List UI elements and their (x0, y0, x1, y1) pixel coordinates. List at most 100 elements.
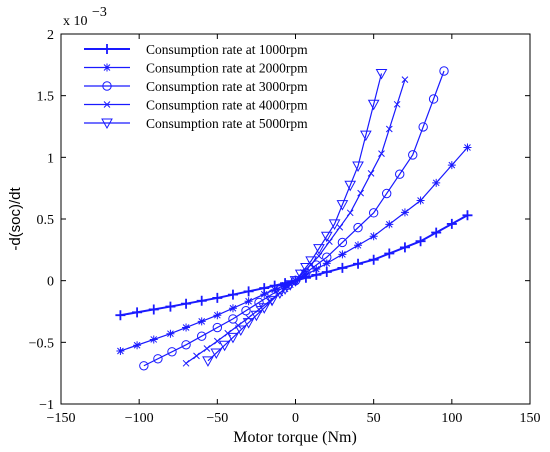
data-point-2000rpm (354, 241, 363, 250)
data-point-5000rpm (234, 325, 247, 337)
x-tick-label: −150 (47, 411, 76, 426)
data-point-1000rpm (243, 286, 254, 297)
data-point-1000rpm (384, 248, 395, 259)
data-point-1000rpm (196, 295, 207, 306)
data-point-4000rpm (315, 252, 323, 260)
data-point-2000rpm (270, 285, 279, 294)
data-point-3000rpm (139, 361, 149, 371)
data-point-3000rpm (395, 169, 405, 179)
data-point-5000rpm (227, 332, 239, 344)
data-point-5000rpm (289, 276, 302, 287)
y-tick-label: 2 (47, 28, 54, 43)
data-point-5000rpm (375, 68, 388, 80)
y-exponent-power: −3 (92, 5, 107, 20)
data-point-3000rpm (337, 237, 348, 248)
data-point-3000rpm (181, 340, 191, 350)
data-point-2000rpm (133, 341, 142, 350)
data-point-2000rpm (116, 346, 125, 355)
data-point-2000rpm (322, 259, 331, 268)
data-point-2000rpm (166, 329, 175, 338)
data-point-1000rpm (431, 227, 442, 238)
series-2000rpm (116, 143, 472, 355)
legend-entry-4000rpm: Consumption rate at 4000rpm (84, 98, 308, 113)
data-point-4000rpm (385, 125, 393, 133)
legend-entry-1000rpm: Consumption rate at 1000rpm (84, 42, 308, 57)
data-point-4000rpm (401, 76, 409, 83)
data-point-2000rpm (338, 250, 347, 259)
data-point-2000rpm (400, 208, 409, 217)
data-point-2000rpm (432, 178, 441, 187)
data-point-1000rpm (227, 289, 238, 300)
data-point-2000rpm (244, 297, 253, 306)
data-point-2000rpm (463, 143, 472, 152)
data-point-2000rpm (182, 323, 191, 332)
legend-swatch-marker (102, 44, 112, 54)
data-point-5000rpm (250, 310, 263, 322)
legend-label: Consumption rate at 1000rpm (146, 42, 308, 57)
y-tick-label: 0 (47, 275, 54, 290)
y-tick-label: −1 (39, 398, 54, 413)
data-point-2000rpm (260, 290, 269, 299)
data-point-3000rpm (153, 354, 163, 364)
y-exponent-base: x 10 (63, 14, 88, 29)
data-point-4000rpm (213, 337, 221, 345)
data-point-1000rpm (165, 301, 176, 312)
data-point-4000rpm (234, 322, 242, 329)
series-5000rpm (202, 68, 388, 367)
data-point-3000rpm (254, 297, 264, 308)
data-point-3000rpm (197, 331, 207, 341)
data-point-1000rpm (462, 210, 473, 221)
axis-ticks: −150 −100 −50 0 50 100 150 −1 −0.5 0 0.5 1 1.5 2 (29, 28, 541, 426)
data-point-5000rpm (258, 303, 271, 314)
data-point-4000rpm (357, 189, 364, 197)
legend-label: Consumption rate at 3000rpm (146, 79, 308, 94)
data-point-1000rpm (321, 267, 332, 278)
data-point-3000rpm (418, 122, 428, 132)
data-point-5000rpm (294, 269, 307, 281)
data-point-3000rpm (353, 222, 363, 233)
data-point-5000rpm (313, 244, 325, 255)
data-point-4000rpm (378, 150, 385, 157)
data-point-5000rpm (336, 200, 349, 211)
data-point-3000rpm (408, 150, 418, 160)
data-point-5000rpm (320, 231, 333, 243)
legend: Consumption rate at 1000rpm Consumption r… (84, 42, 308, 131)
data-point-4000rpm (336, 223, 344, 231)
data-point-2000rpm (213, 311, 222, 320)
legend-swatch-marker (102, 81, 112, 91)
data-point-4000rpm (203, 345, 211, 352)
data-point-5000rpm (305, 256, 317, 267)
data-point-5000rpm (218, 340, 231, 352)
legend-entry-3000rpm: Consumption rate at 3000rpm (84, 79, 308, 94)
data-point-3000rpm (368, 208, 379, 218)
data-point-5000rpm (279, 284, 291, 295)
data-point-5000rpm (266, 295, 278, 307)
y-axis-label: -d(soc)/dt (7, 187, 24, 251)
data-point-1000rpm (446, 218, 457, 229)
data-point-3000rpm (212, 322, 223, 333)
data-point-1000rpm (148, 304, 159, 315)
data-point-4000rpm (182, 359, 190, 367)
data-point-1000rpm (415, 236, 426, 247)
data-point-1000rpm (181, 298, 192, 309)
data-point-2000rpm (447, 161, 456, 170)
x-tick-label: 0 (292, 411, 299, 426)
data-point-4000rpm (193, 352, 200, 360)
data-point-2000rpm (228, 304, 237, 313)
y-tick-label: 1 (47, 151, 54, 166)
data-point-5000rpm (274, 288, 286, 300)
data-point-1000rpm (115, 310, 126, 321)
data-point-5000rpm (242, 318, 255, 329)
data-point-5000rpm (284, 280, 297, 291)
data-point-5000rpm (202, 356, 214, 367)
x-axis-label: Motor torque (Nm) (233, 429, 357, 446)
x-tick-label: 50 (367, 411, 381, 426)
legend-swatch-marker (101, 118, 113, 130)
series-line-1000rpm (120, 214, 468, 317)
data-point-1000rpm (212, 292, 223, 303)
y-tick-label: 0.5 (37, 213, 55, 228)
legend-label: Consumption rate at 4000rpm (146, 98, 308, 113)
legend-swatch-marker (103, 101, 111, 108)
data-point-5000rpm (300, 263, 312, 274)
